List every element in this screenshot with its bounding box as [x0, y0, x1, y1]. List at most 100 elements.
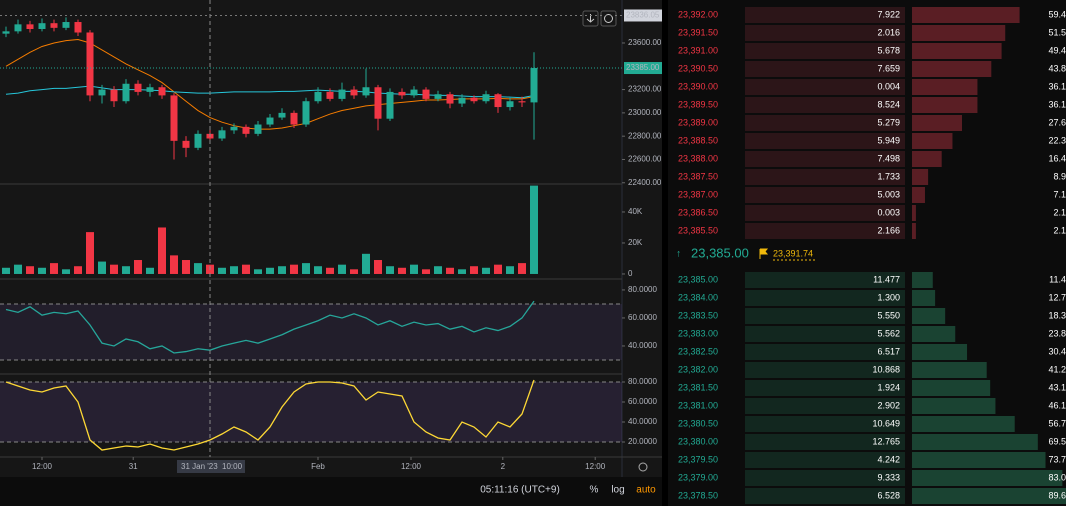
amount-bg: [745, 61, 905, 77]
volume-bar: [170, 255, 178, 274]
y-tick-label: 40.0000: [628, 341, 657, 350]
volume-bar: [518, 263, 526, 274]
total: 36.155: [1048, 99, 1066, 109]
candle-body: [470, 97, 478, 102]
depth-bar: [912, 223, 916, 239]
volume-bar: [530, 185, 538, 274]
depth-bar: [912, 115, 963, 131]
candle-body: [446, 94, 454, 104]
candle-body: [242, 126, 250, 134]
y-tick-label: 22800.00: [628, 131, 662, 140]
crosshair-date: 31 Jan '23: [181, 462, 218, 471]
settings-button[interactable]: [638, 462, 648, 472]
x-tick-label: 12:00: [585, 462, 606, 471]
volume-bar: [398, 267, 406, 274]
candle-body: [230, 126, 238, 131]
x-tick-label: 12:00: [401, 462, 422, 471]
candle-body: [518, 101, 526, 103]
total: 36.159: [1048, 81, 1066, 91]
volume-bar: [182, 260, 190, 274]
up-arrow: ↑: [676, 249, 681, 260]
amount: 1.300: [877, 292, 900, 302]
percent-toggle[interactable]: %: [590, 485, 599, 496]
candle-body: [134, 83, 142, 92]
total: 30.406: [1048, 346, 1066, 356]
amount: 5.279: [877, 117, 900, 127]
candle-body: [458, 97, 466, 104]
total: 8.905: [1053, 171, 1066, 181]
candle-body: [122, 83, 130, 102]
y-tick-label: 40.0000: [628, 417, 657, 426]
volume-bar: [362, 253, 370, 274]
amount-bg: [745, 344, 905, 360]
price: 23,381.50: [678, 382, 718, 392]
price: 23,384.00: [678, 292, 718, 302]
total: 49.496: [1048, 45, 1066, 55]
total: 27.631: [1048, 117, 1066, 127]
total: 7.172: [1053, 189, 1066, 199]
depth-bar: [912, 79, 978, 95]
amount-bg: [745, 380, 905, 396]
depth-bar: [912, 434, 1038, 450]
candle-body: [266, 117, 274, 125]
y-tick-label: 22400.00: [628, 178, 662, 187]
candle-body: [110, 89, 118, 102]
candle-body: [410, 89, 418, 96]
volume-bar: [62, 269, 70, 274]
candle-body: [398, 91, 406, 96]
price: 23,392.00: [678, 9, 718, 19]
amount-bg: [745, 7, 905, 23]
total: 89.617: [1048, 490, 1066, 500]
price: 23,381.00: [678, 400, 718, 410]
amount: 10.649: [872, 418, 900, 428]
amount-bg: [745, 362, 905, 378]
log-toggle[interactable]: log: [611, 485, 624, 496]
reset-button[interactable]: [600, 10, 617, 27]
volume-bar: [458, 269, 466, 274]
total: 56.749: [1048, 418, 1066, 428]
volume-bar: [278, 266, 286, 274]
candle-body: [530, 68, 538, 103]
candle-body: [314, 91, 322, 102]
mark-price: 23,391.74: [773, 248, 813, 258]
candle-body: [182, 140, 190, 148]
depth-bar: [912, 398, 996, 414]
total: 2.169: [1053, 207, 1066, 217]
depth-bar: [912, 97, 978, 113]
y-tick-label: 60.0000: [628, 397, 657, 406]
price: 23,387.00: [678, 189, 718, 199]
price: 23,385.50: [678, 225, 718, 235]
amount-bg: [745, 43, 905, 59]
volume-bar: [494, 264, 502, 274]
amount-bg: [745, 25, 905, 41]
depth-bar: [912, 272, 933, 288]
volume-bar: [314, 266, 322, 274]
y-tick-label: 20K: [628, 238, 643, 247]
volume-bar: [326, 267, 334, 274]
last-price-box: [624, 62, 662, 75]
x-tick-label: 12:00: [32, 462, 53, 471]
depth-bar: [912, 133, 953, 149]
volume-bar: [374, 260, 382, 274]
amount-bg: [745, 398, 905, 414]
amount: 2.166: [877, 225, 900, 235]
amount-bg: [745, 79, 905, 95]
auto-toggle[interactable]: auto: [636, 485, 656, 496]
depth-bar: [912, 488, 1066, 504]
volume-bar: [38, 267, 46, 274]
y-tick-label: 80.0000: [628, 285, 657, 294]
volume-bar: [230, 266, 238, 274]
volume-bar: [506, 266, 514, 274]
volume-bar: [14, 264, 22, 274]
amount-bg: [745, 416, 905, 432]
candle-body: [2, 31, 10, 34]
amount: 10.868: [872, 364, 900, 374]
x-tick-label: Feb: [311, 462, 325, 471]
mark-flag: [759, 248, 769, 259]
band-fill: [0, 303, 622, 360]
amount: 9.333: [877, 472, 900, 482]
volume-bar: [350, 269, 358, 274]
depth-bar: [912, 7, 1020, 23]
amount: 0.004: [877, 81, 900, 91]
